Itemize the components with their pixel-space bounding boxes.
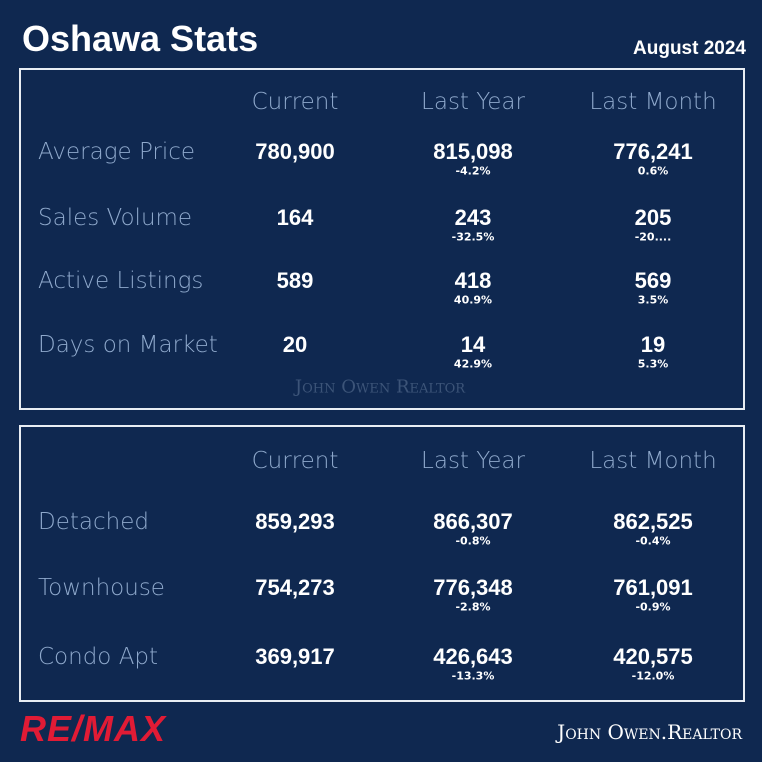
last-month-change: -0.9% [635, 600, 671, 614]
last-year-change: 42.9% [453, 357, 493, 371]
column-header: Last Month [589, 89, 717, 115]
column-header: Current [251, 448, 339, 474]
column-header: Last Year [421, 89, 525, 115]
last-month-value: 761,091 [613, 575, 693, 600]
last-month-change: 3.5% [637, 293, 669, 307]
last-month-value: 776,241 [613, 139, 693, 164]
last-month-change: 5.3% [637, 357, 669, 371]
current-value: 780,900 [255, 139, 335, 164]
column-header: Last Year [421, 448, 525, 474]
column-header: Current [251, 89, 339, 115]
current-value: 754,273 [255, 575, 335, 600]
row-label: Condo Apt [38, 644, 159, 670]
brand: John Owen.Realtor [557, 720, 742, 744]
row-label: Days on Market [38, 332, 218, 358]
last-month-value: 19 [640, 332, 666, 357]
last-year-value: 866,307 [433, 509, 513, 534]
date: August 2024 [633, 38, 746, 59]
last-year-change: -0.8% [455, 534, 491, 548]
last-year-value: 243 [454, 205, 492, 230]
last-year-value: 815,098 [433, 139, 513, 164]
logo: RE/MAX [20, 708, 167, 749]
last-year-change: -4.2% [455, 164, 491, 178]
column-header: Last Month [589, 448, 717, 474]
row-label: Sales Volume [38, 205, 193, 231]
current-value: 859,293 [255, 509, 335, 534]
current-value: 164 [276, 205, 314, 230]
watermark: John Owen Realtor [294, 376, 466, 398]
current-value: 589 [276, 268, 314, 293]
row-label: Townhouse [38, 575, 165, 601]
types-box [19, 425, 745, 702]
market-box [19, 68, 745, 410]
last-year-change: -32.5% [451, 230, 495, 244]
current-value: 20 [282, 332, 308, 357]
last-month-value: 569 [634, 268, 672, 293]
last-year-change: -13.3% [451, 669, 495, 683]
last-month-change: -0.4% [635, 534, 671, 548]
row-label: Average Price [38, 139, 196, 165]
row-label: Detached [38, 509, 149, 535]
current-value: 369,917 [255, 644, 335, 669]
last-year-value: 426,643 [433, 644, 513, 669]
title: Oshawa Stats [22, 18, 259, 59]
last-month-change: -20.... [634, 230, 672, 244]
last-year-value: 14 [460, 332, 486, 357]
last-month-change: 0.6% [637, 164, 669, 178]
last-month-value: 420,575 [613, 644, 693, 669]
last-year-value: 418 [454, 268, 492, 293]
row-label: Active Listings [38, 268, 204, 294]
last-year-change: -2.8% [455, 600, 491, 614]
last-year-value: 776,348 [433, 575, 513, 600]
last-month-value: 205 [634, 205, 672, 230]
last-month-change: -12.0% [631, 669, 675, 683]
last-month-value: 862,525 [613, 509, 693, 534]
last-year-change: 40.9% [453, 293, 493, 307]
